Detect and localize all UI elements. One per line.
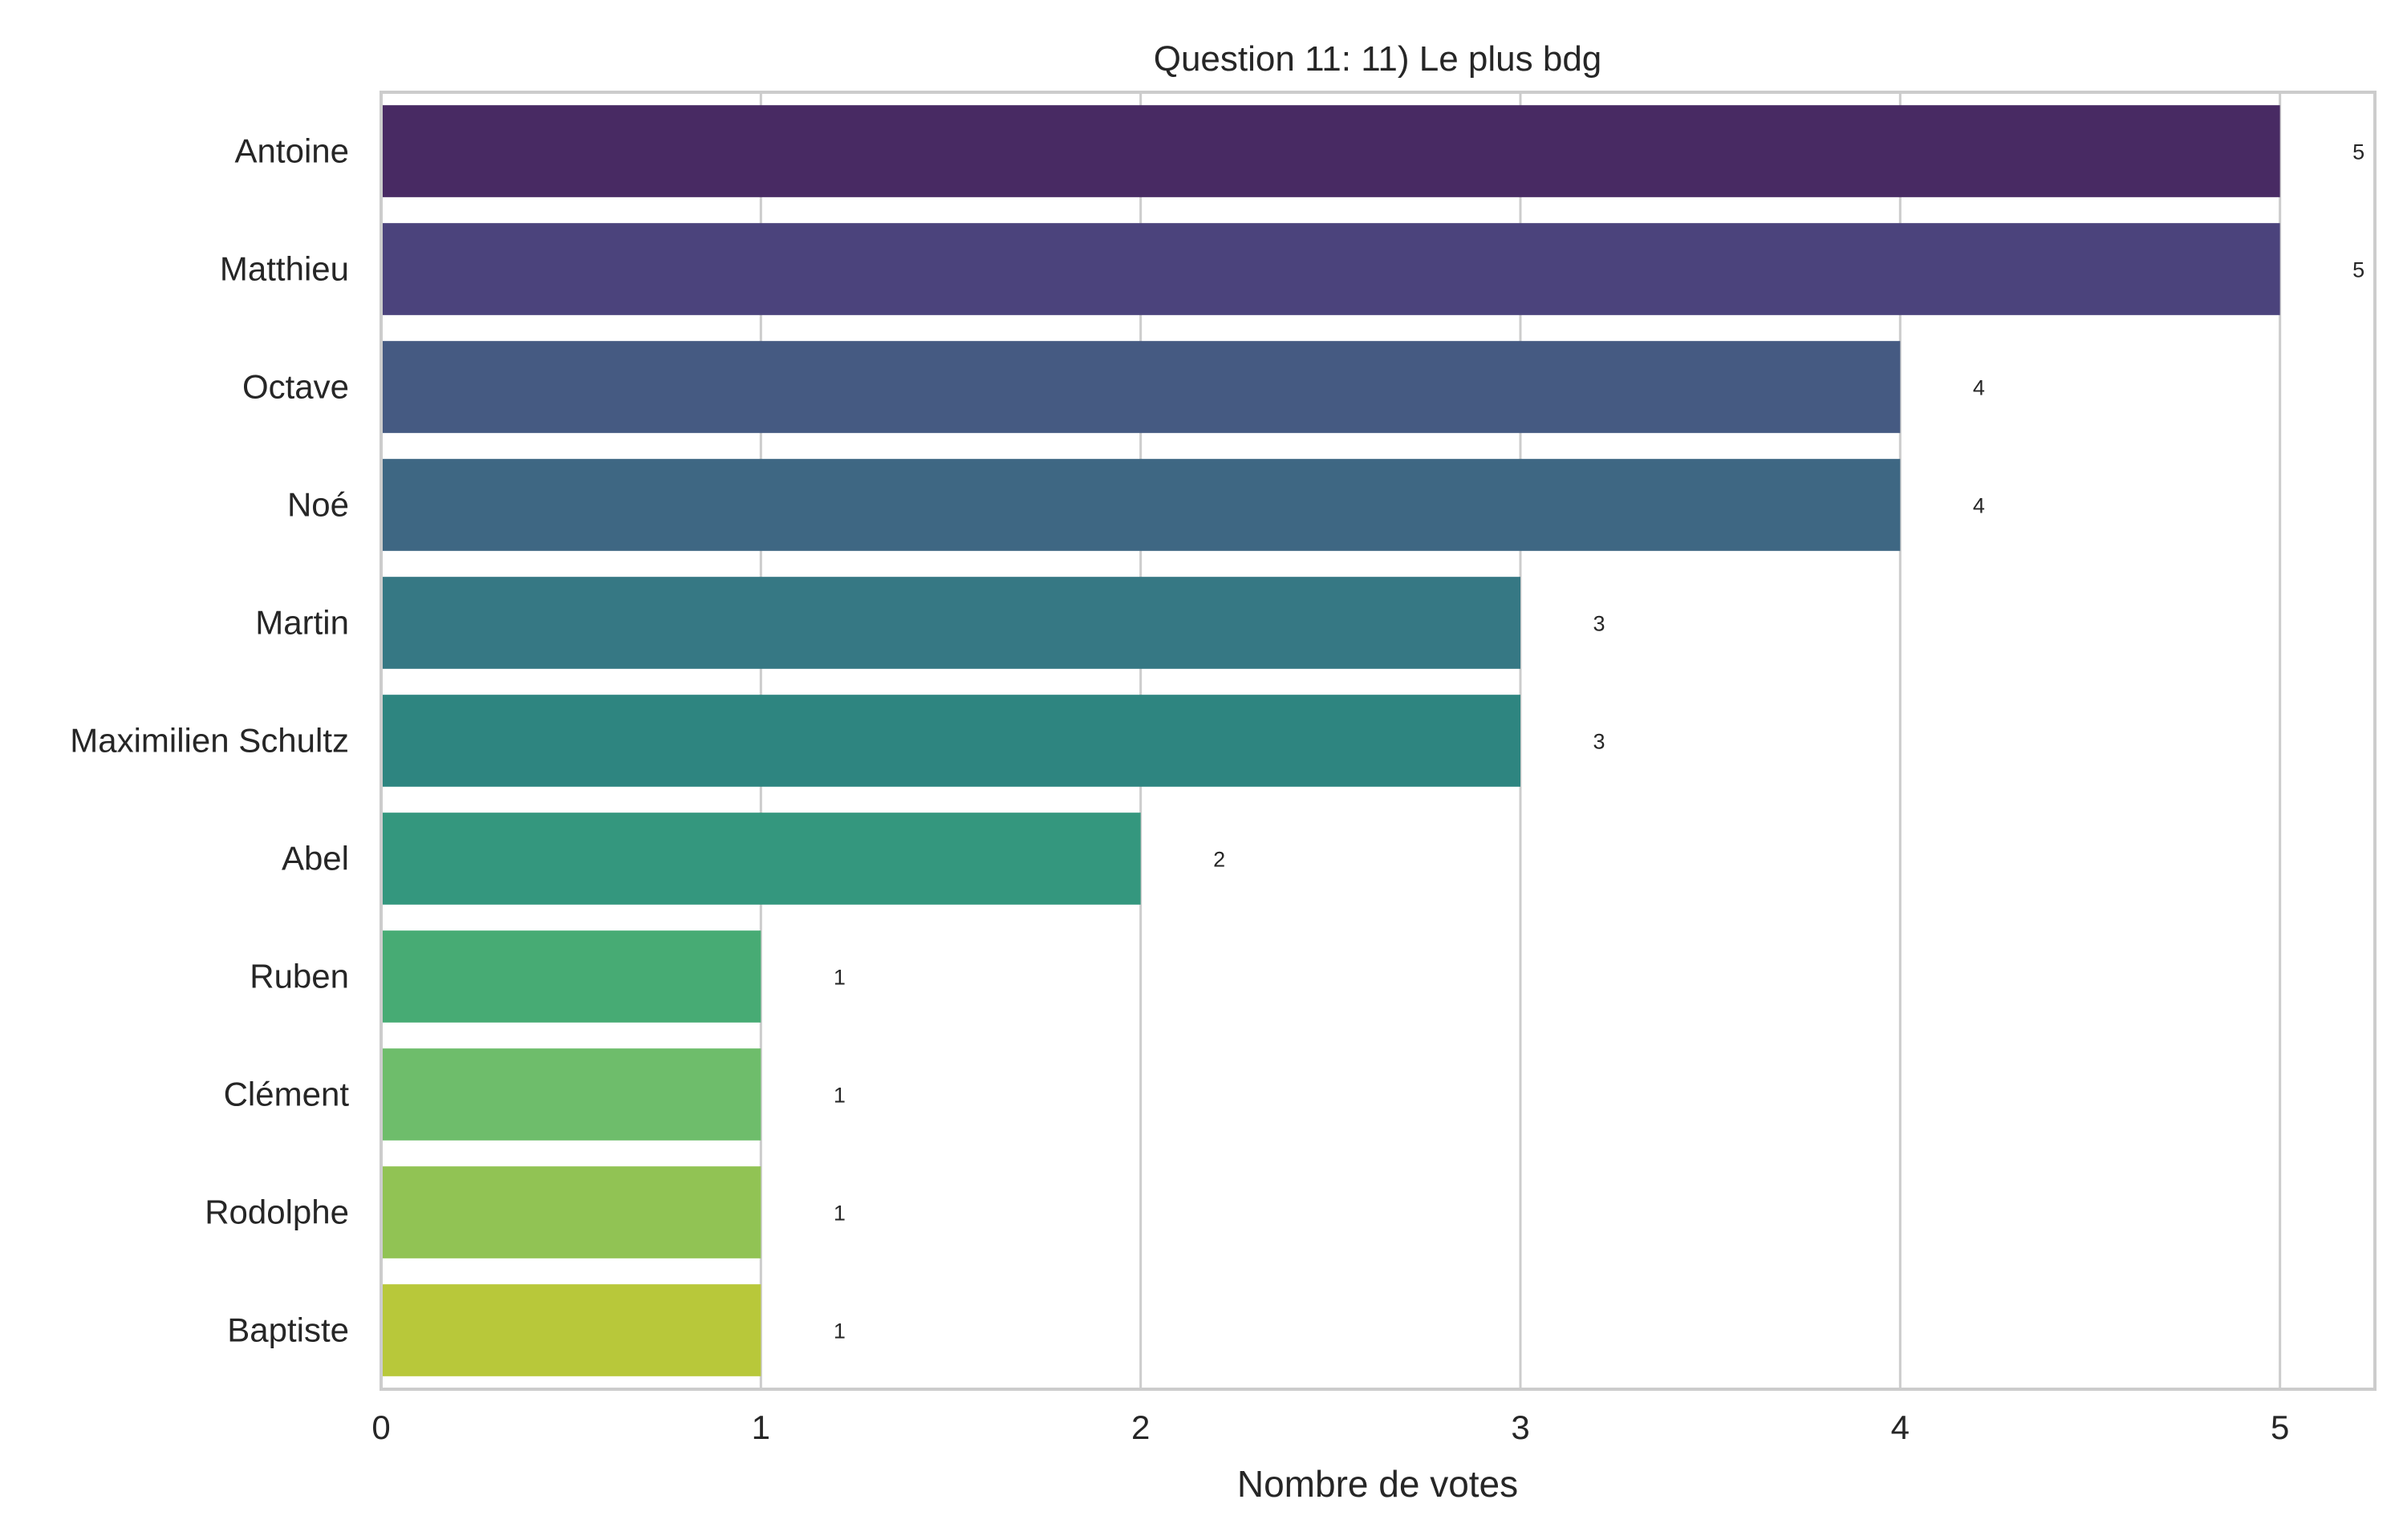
bar-value-label: 4: [1973, 376, 1985, 400]
bar-value-label: 3: [1593, 612, 1605, 636]
bar: [381, 459, 1901, 551]
bar-value-label: 3: [1593, 730, 1605, 754]
bar: [381, 1048, 761, 1141]
bar-value-label: 1: [834, 966, 846, 990]
category-label: Octave: [242, 368, 349, 406]
x-tick-labels: 0 1 2 3 4 5: [371, 1408, 2289, 1446]
category-label: Martin: [255, 604, 349, 642]
bar-value-label: 5: [2352, 258, 2364, 282]
bar: [381, 695, 1520, 787]
category-label: Abel: [282, 840, 349, 877]
category-label: Matthieu: [220, 250, 349, 288]
category-label: Baptiste: [227, 1311, 349, 1349]
bars: [381, 105, 2280, 1376]
bar-value-label: 4: [1973, 494, 1985, 518]
bar: [381, 341, 1901, 433]
chart-title: Question 11: 11) Le plus bdg: [1154, 39, 1602, 79]
category-label: Rodolphe: [205, 1194, 349, 1231]
bar-value-label: 1: [834, 1084, 846, 1108]
x-tick-label: 3: [1511, 1408, 1529, 1446]
category-label: Clément: [224, 1076, 350, 1113]
x-tick-label: 5: [2271, 1408, 2289, 1446]
plot-frame: [380, 91, 2377, 1391]
x-tick-label: 4: [1891, 1408, 1910, 1446]
bar-value-label: 1: [834, 1319, 846, 1343]
bar: [381, 1166, 761, 1258]
x-tick-label: 1: [752, 1408, 770, 1446]
category-label: Noé: [287, 486, 349, 524]
x-tick-label: 0: [371, 1408, 390, 1446]
bar: [381, 1284, 761, 1376]
bar-value-label: 5: [2352, 140, 2364, 164]
bar: [381, 577, 1520, 669]
category-label: Antoine: [235, 132, 349, 170]
data-labels: 5 5 4 4 3 3 2 1 1 1 1: [834, 140, 2364, 1343]
bar: [381, 930, 761, 1023]
bar: [381, 105, 2280, 197]
category-label: Ruben: [250, 958, 349, 995]
bar-value-label: 1: [834, 1202, 846, 1226]
bar: [381, 813, 1141, 905]
category-label: Maximilien Schultz: [70, 722, 349, 760]
x-axis-label: Nombre de votes: [1237, 1463, 1518, 1505]
x-tick-label: 2: [1131, 1408, 1150, 1446]
bar: [381, 223, 2280, 315]
category-labels: Antoine Matthieu Octave Noé Martin Maximilien…: [70, 132, 349, 1349]
bar-value-label: 2: [1213, 848, 1225, 872]
